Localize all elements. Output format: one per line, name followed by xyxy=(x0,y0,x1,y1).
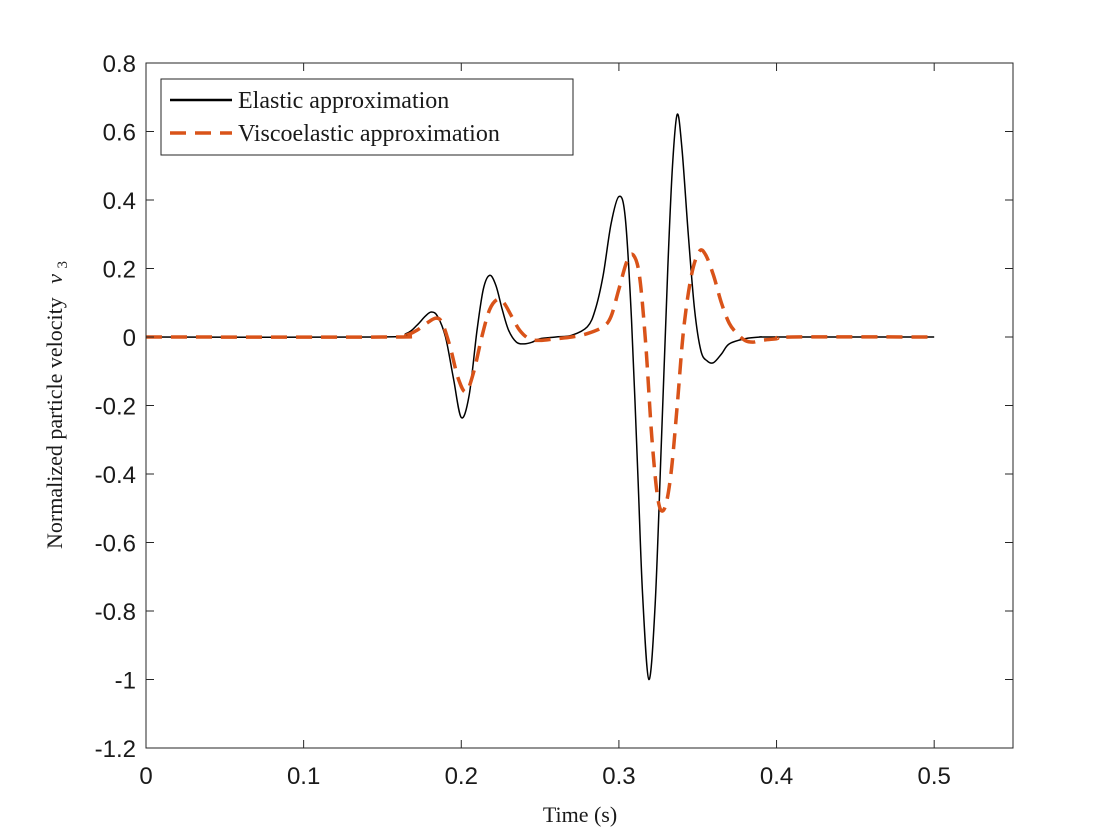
series-line-viscoelastic-approximation xyxy=(145,248,935,513)
y-tick-label: -0.2 xyxy=(95,394,136,421)
x-tick-label: 0.4 xyxy=(760,763,793,790)
y-tick-label: -0.6 xyxy=(95,531,136,558)
legend: Elastic approximation Viscoelastic appro… xyxy=(160,78,574,156)
tick-layer: 0 0.1 0.2 0.3 0.4 0.5 0.8 0.6 0.4 0.2 0 -0.2 -0.4 -0.… xyxy=(95,51,1013,790)
y-tick-label: 0.8 xyxy=(103,51,136,78)
x-tick-label: 0 xyxy=(139,763,152,790)
legend-box xyxy=(160,78,574,156)
x-axis-label: Time (s) xyxy=(543,802,617,827)
y-axis-label-symbol: v xyxy=(42,274,67,284)
x-tick-label: 0.1 xyxy=(287,763,320,790)
y-tick-label: 0 xyxy=(123,325,136,352)
y-tick-label: -0.8 xyxy=(95,599,136,626)
series-line-elastic-approximation xyxy=(145,113,935,681)
x-tick-label: 0.2 xyxy=(445,763,478,790)
y-tick-label: -1 xyxy=(115,668,136,695)
y-axis-label-subscript: 3 xyxy=(55,261,71,269)
y-axis-label: Normalized particle velocity v 3 xyxy=(42,261,71,549)
y-tick-label: -1.2 xyxy=(95,736,136,763)
legend-label-elastic: Elastic approximation xyxy=(238,88,449,114)
x-tick-label: 0.5 xyxy=(917,763,950,790)
y-tick-label: 0.6 xyxy=(103,120,136,147)
y-tick-label: 0.4 xyxy=(103,188,136,215)
y-tick-label: -0.4 xyxy=(95,462,136,489)
series-layer xyxy=(145,113,935,681)
plot-background xyxy=(146,63,1013,748)
y-axis-label-text: Normalized particle velocity xyxy=(42,297,67,549)
legend-label-viscoelastic: Viscoelastic approximation xyxy=(238,121,500,147)
x-tick-label: 0.3 xyxy=(602,763,635,790)
y-tick-label: 0.2 xyxy=(103,257,136,284)
